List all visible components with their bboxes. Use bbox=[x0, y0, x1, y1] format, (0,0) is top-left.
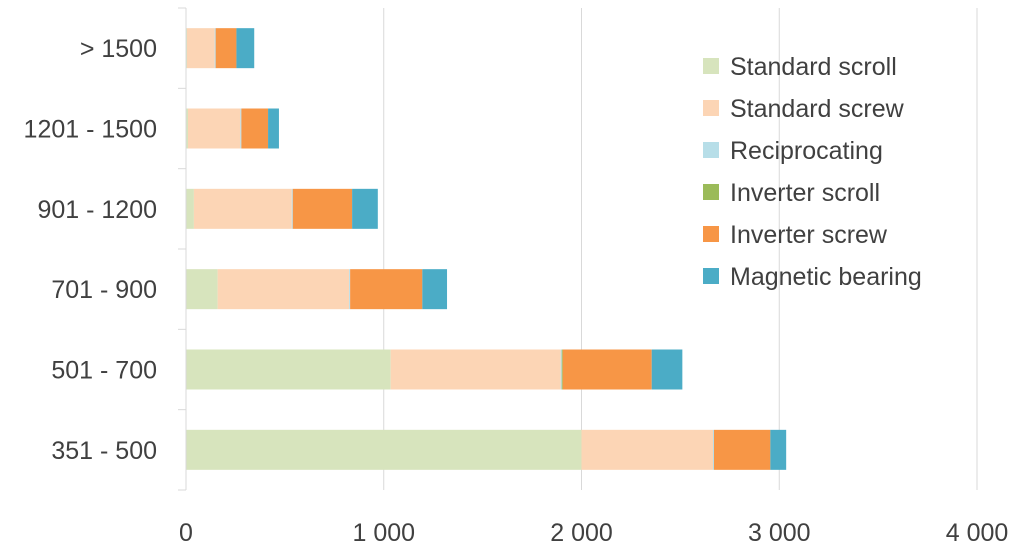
bar-standard-scroll-701-900 bbox=[186, 269, 218, 310]
category-labels: 351 - 500 501 - 700 701 - 900 901 - 1200 120… bbox=[24, 35, 157, 465]
x-tick-label: 2 000 bbox=[550, 519, 613, 547]
category-label: 901 - 1200 bbox=[37, 196, 157, 224]
bar-standard-screw-701-900 bbox=[217, 269, 350, 310]
bar-standard-screw-501-700 bbox=[390, 349, 561, 390]
bar-standard-screw-901-1200 bbox=[193, 188, 292, 229]
bar-reciprocating-351-500 bbox=[713, 429, 714, 470]
bar-inverter-screw-701-900 bbox=[350, 269, 423, 310]
bar-standard-scroll-501-700 bbox=[186, 349, 391, 390]
bar-inverter-screw-901-1200 bbox=[292, 188, 353, 229]
bar-standard-screw-351-500 bbox=[581, 429, 714, 470]
bar-reciprocating-701-900 bbox=[349, 269, 351, 310]
legend-swatch-magnetic-bearing bbox=[703, 268, 719, 284]
category-dividers bbox=[178, 7, 186, 491]
bar-magnetic-bearing-701-900 bbox=[422, 269, 448, 310]
x-tick-label: 0 bbox=[179, 519, 193, 547]
bar-magnetic-bearing-901-1200 bbox=[352, 188, 378, 229]
legend-swatch-inverter-screw bbox=[703, 226, 719, 242]
legend-swatch-inverter-scroll bbox=[703, 184, 719, 200]
bar-inverter-scroll-501-700 bbox=[561, 349, 563, 390]
bars bbox=[186, 28, 787, 470]
legend-label-inverter-screw: Inverter screw bbox=[730, 221, 888, 249]
bar-standard-scroll-1201-1500 bbox=[186, 108, 188, 149]
x-tick-label: 4 000 bbox=[946, 519, 1009, 547]
category-label: 701 - 900 bbox=[51, 276, 157, 304]
bar-standard-screw-1500 bbox=[186, 28, 215, 69]
legend: Standard scroll Standard screw Reciprocati… bbox=[703, 53, 922, 291]
bar-standard-scroll-901-1200 bbox=[186, 188, 194, 229]
bar-reciprocating-1201-1500 bbox=[240, 108, 242, 149]
legend-label-inverter-scroll: Inverter scroll bbox=[730, 179, 880, 207]
bar-magnetic-bearing-1201-1500 bbox=[268, 108, 279, 149]
category-label: 501 - 700 bbox=[51, 357, 157, 385]
bar-standard-screw-1201-1500 bbox=[187, 108, 241, 149]
bar-reciprocating-901-1200 bbox=[291, 188, 293, 229]
category-label: 1201 - 1500 bbox=[24, 116, 157, 144]
x-tick-labels: 0 1 000 2 000 3 000 4 000 bbox=[179, 519, 1008, 547]
bar-inverter-screw-501-700 bbox=[562, 349, 652, 390]
legend-swatch-standard-scroll bbox=[703, 58, 719, 74]
bar-inverter-screw-1500 bbox=[215, 28, 237, 69]
x-tick-label: 3 000 bbox=[748, 519, 811, 547]
x-tick-label: 1 000 bbox=[352, 519, 415, 547]
bar-reciprocating-501-700 bbox=[560, 349, 562, 390]
gridlines bbox=[383, 8, 978, 490]
legend-label-standard-scroll: Standard scroll bbox=[730, 53, 897, 81]
legend-label-magnetic-bearing: Magnetic bearing bbox=[730, 263, 922, 291]
legend-swatch-reciprocating bbox=[703, 142, 719, 158]
bar-inverter-screw-351-500 bbox=[713, 429, 771, 470]
category-label: 351 - 500 bbox=[51, 437, 157, 465]
bar-magnetic-bearing-501-700 bbox=[651, 349, 683, 390]
legend-label-standard-screw: Standard screw bbox=[730, 95, 905, 123]
bar-inverter-screw-1201-1500 bbox=[241, 108, 269, 149]
bar-standard-scroll-351-500 bbox=[186, 429, 582, 470]
bar-reciprocating-1500 bbox=[214, 28, 216, 69]
legend-swatch-standard-screw bbox=[703, 100, 719, 116]
category-label: > 1500 bbox=[80, 35, 157, 63]
legend-label-reciprocating: Reciprocating bbox=[730, 137, 883, 165]
bar-magnetic-bearing-351-500 bbox=[770, 429, 787, 470]
bar-magnetic-bearing-1500 bbox=[236, 28, 255, 69]
